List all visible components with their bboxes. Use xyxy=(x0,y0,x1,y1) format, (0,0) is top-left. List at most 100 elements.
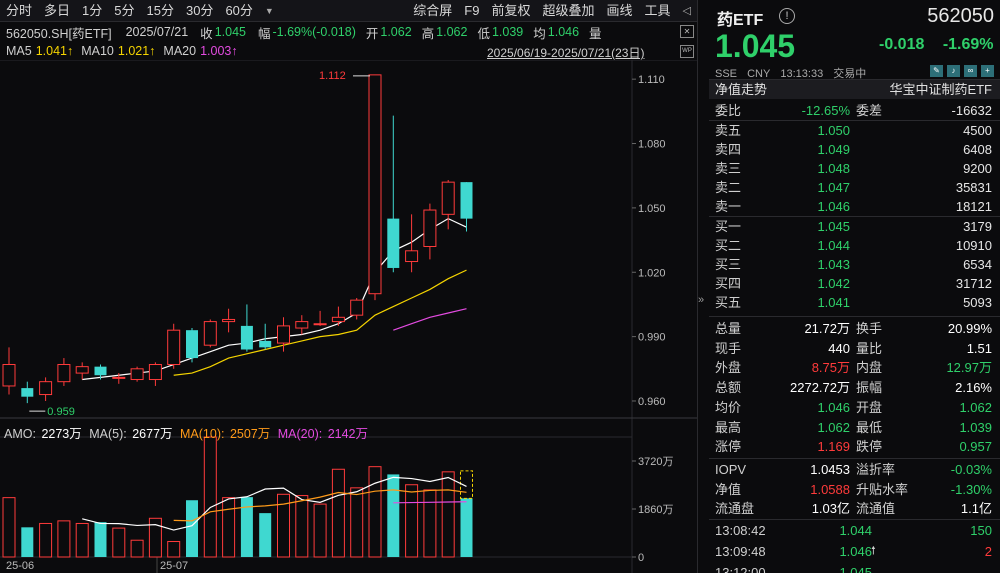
candle xyxy=(75,362,89,380)
candle-body-up xyxy=(350,299,364,316)
weicha-label: 委差 xyxy=(856,103,883,118)
quote-time: 13:13:33 xyxy=(780,68,824,80)
tool-draw-line[interactable]: 画线 xyxy=(606,2,633,18)
stat-label: 现手 xyxy=(715,340,742,356)
tab-60min[interactable]: 60分 xyxy=(225,2,253,18)
tool-tools[interactable]: 工具 xyxy=(644,2,671,18)
candle-body-up xyxy=(277,325,290,344)
volume-bar-up xyxy=(405,484,419,558)
stat-value: 2.16% xyxy=(955,380,992,396)
candle-body-up xyxy=(203,321,217,346)
volume-ma20-line xyxy=(393,501,467,504)
bid-price: 1.044 xyxy=(817,238,850,253)
tick-price: 1.045 xyxy=(839,565,872,573)
nav-title-row[interactable]: 净值走势 华宝中证制药ETF xyxy=(709,80,1000,99)
volume-bar-down xyxy=(186,500,198,557)
volume-bar-up xyxy=(350,487,364,558)
ask-level-label: 卖三 xyxy=(715,161,742,176)
candle xyxy=(112,373,126,384)
ask-level-label: 卖四 xyxy=(715,142,742,157)
candle-body-up xyxy=(167,329,181,366)
price-tick-group: 1.110 1.080 1.050 1.020 0.990 0.960 xyxy=(632,74,666,408)
candle-body-up xyxy=(148,364,162,381)
currency: CNY xyxy=(747,68,771,80)
volume-bar-up xyxy=(368,466,382,558)
tab-intraday[interactable]: 分时 xyxy=(6,2,33,18)
nav-trend-label: 净值走势 xyxy=(715,82,768,97)
plus-icon[interactable]: + xyxy=(981,65,994,77)
volume-ma5-line xyxy=(82,476,467,531)
stat-label: 振幅 xyxy=(856,380,883,396)
kline-chart[interactable]: 25-06 25-07 1.110 1.080 1.050 1.020 0.990 0.9… xyxy=(0,59,697,573)
collapse-arrow-icon[interactable]: » xyxy=(698,294,705,306)
candle xyxy=(277,317,290,352)
price-tick-label: 1.110 xyxy=(638,74,665,86)
tab-30min[interactable]: 30分 xyxy=(185,2,214,18)
date-range-link[interactable]: 2025/06/19-2025/07/21(23日) xyxy=(487,46,645,60)
caret-down-icon[interactable]: ▼ xyxy=(264,5,274,16)
volume-tick-label: 1860万 xyxy=(638,504,673,516)
panel-divider-vertical xyxy=(697,0,698,573)
stat-label: 涨停 xyxy=(715,439,742,455)
bell-icon[interactable]: ♪ xyxy=(947,65,960,77)
stat-label: 最高 xyxy=(715,419,742,435)
tab-5min[interactable]: 5分 xyxy=(114,2,135,18)
link-icon[interactable]: ∞ xyxy=(964,65,977,77)
candle-body-up xyxy=(222,318,236,323)
amo-label: AMO: xyxy=(4,427,36,441)
candle-body-up xyxy=(75,366,89,374)
stat-value: 440 xyxy=(828,340,850,356)
tab-multi-day[interactable]: 多日 xyxy=(44,2,71,18)
volume-bar-down xyxy=(387,474,400,557)
volume-bar-group xyxy=(2,436,473,558)
divider xyxy=(709,316,1000,317)
candle xyxy=(203,319,217,348)
change-value: -0.018 xyxy=(879,36,925,53)
wp-icon[interactable]: WP xyxy=(680,45,694,58)
candle-body-up xyxy=(313,323,327,326)
tool-f9[interactable]: F9 xyxy=(464,2,480,18)
more-icon[interactable]: ◁ xyxy=(682,4,691,17)
volume-bar-down xyxy=(259,513,272,557)
tool-composite-screen[interactable]: 综合屏 xyxy=(413,2,453,18)
ask-price: 1.050 xyxy=(817,123,850,138)
stat-row: 总额 2272.72万 振幅 2.16% xyxy=(709,378,1000,397)
close-icon[interactable]: ✕ xyxy=(680,25,694,38)
candle-body-up xyxy=(295,321,309,329)
tool-forward-adjust[interactable]: 前复权 xyxy=(491,2,531,18)
weibi-value: -12.65% xyxy=(801,103,850,118)
tick-time: 13:09:48 xyxy=(715,544,766,559)
stat-label: 总量 xyxy=(715,321,742,336)
bid-row: 买四 1.042 31712 xyxy=(709,274,1000,293)
info-icon[interactable]: ! xyxy=(779,8,795,24)
volume-bar-up xyxy=(222,497,236,558)
pencil-icon[interactable]: ✎ xyxy=(930,65,943,77)
amo-legend: AMO: 2273万 MA(5): 2677万 MA(10): 2507万 MA… xyxy=(4,423,372,442)
ask-row: 卖五 1.050 4500 xyxy=(709,121,1000,140)
panel-tools: ✎ ♪ ∞ + xyxy=(930,65,994,77)
divider xyxy=(709,216,1000,217)
stat-value: 1.51 xyxy=(966,340,992,356)
security-code-large: 562050 xyxy=(927,5,994,27)
tab-1min[interactable]: 1分 xyxy=(82,2,103,18)
bid-price: 1.043 xyxy=(817,257,850,272)
stat-label: 跌停 xyxy=(856,439,883,455)
candle xyxy=(21,381,34,404)
bid-row: 买五 1.041 5093 xyxy=(709,293,1000,312)
stat-label: 总额 xyxy=(715,380,742,396)
candle-body-up xyxy=(423,209,437,248)
volume-bar-up xyxy=(112,527,126,558)
amp-value: -1.69%(-0.018) xyxy=(272,25,356,39)
stat-value: 1.062 xyxy=(959,399,992,415)
ask-volume: 6408 xyxy=(963,142,992,157)
month-label-0: 25-06 xyxy=(6,560,34,572)
bid-row: 买二 1.044 10910 xyxy=(709,236,1000,255)
bid-price: 1.041 xyxy=(817,295,850,310)
divider xyxy=(709,120,1000,121)
price-change: -0.018 -1.69% xyxy=(879,36,994,54)
tab-15min[interactable]: 15分 xyxy=(146,2,174,18)
tool-super-overlay[interactable]: 超级叠加 xyxy=(542,2,595,18)
candle xyxy=(39,377,53,401)
ask-level-label: 卖一 xyxy=(715,199,742,214)
candle xyxy=(313,310,327,326)
